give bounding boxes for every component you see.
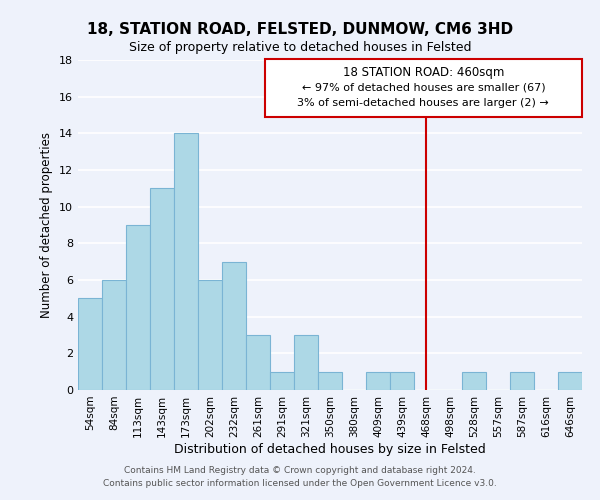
Bar [510,372,534,390]
Bar [174,134,198,390]
Bar [222,262,246,390]
Text: 18, STATION ROAD, FELSTED, DUNMOW, CM6 3HD: 18, STATION ROAD, FELSTED, DUNMOW, CM6 3… [87,22,513,38]
Bar [318,372,342,390]
Bar [294,335,318,390]
Text: 3% of semi-detached houses are larger (2) →: 3% of semi-detached houses are larger (2… [298,98,549,108]
Text: Contains HM Land Registry data © Crown copyright and database right 2024.
Contai: Contains HM Land Registry data © Crown c… [103,466,497,487]
Bar [78,298,102,390]
Text: Size of property relative to detached houses in Felsted: Size of property relative to detached ho… [129,41,471,54]
Bar [126,225,150,390]
Text: 18 STATION ROAD: 460sqm: 18 STATION ROAD: 460sqm [343,66,504,80]
X-axis label: Distribution of detached houses by size in Felsted: Distribution of detached houses by size … [174,442,486,456]
Bar [102,280,126,390]
Bar [462,372,486,390]
Bar [270,372,294,390]
Bar [366,372,390,390]
Text: ← 97% of detached houses are smaller (67): ← 97% of detached houses are smaller (67… [302,82,545,92]
Bar [150,188,174,390]
Bar [198,280,222,390]
Bar [246,335,270,390]
Y-axis label: Number of detached properties: Number of detached properties [40,132,53,318]
Bar [390,372,414,390]
Bar [558,372,582,390]
FancyBboxPatch shape [265,59,581,117]
